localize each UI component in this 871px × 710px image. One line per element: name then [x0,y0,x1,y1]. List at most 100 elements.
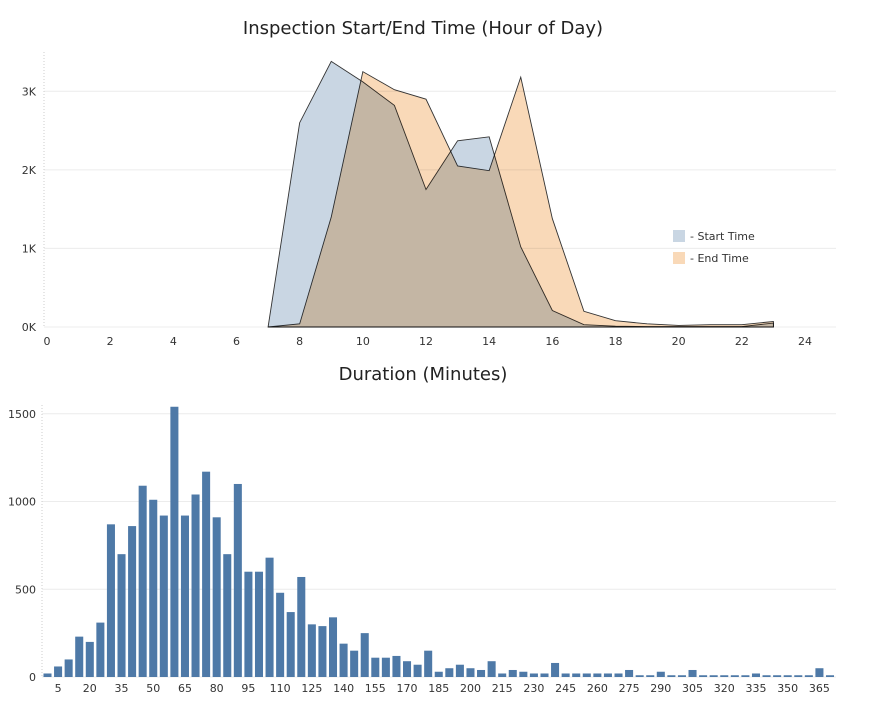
duration-bar [572,673,581,677]
duration-bar [487,661,496,677]
duration-bar [180,515,189,677]
duration-bar [794,675,803,677]
duration-bar [424,650,433,677]
duration-bar [730,675,739,677]
bottom-x-tick-label: 50 [146,682,160,695]
duration-bar [466,668,475,677]
duration-bar [117,554,126,677]
bottom-x-tick-label: 185 [428,682,449,695]
duration-bar [75,636,84,677]
duration-bar [191,494,200,677]
duration-bar [551,662,560,677]
bottom-x-tick-label: 5 [55,682,62,695]
duration-bar [635,675,644,677]
duration-bar [646,675,655,677]
duration-bar [350,650,359,677]
duration-bar [85,641,94,677]
duration-bar [667,675,676,677]
duration-bar [170,406,179,677]
bottom-chart-title: Duration (Minutes) [338,364,508,385]
top-x-tick-label: 20 [672,335,686,348]
bottom-x-tick-label: 125 [301,682,322,695]
legend-swatch [673,230,685,242]
bottom-y-tick-label: 0 [29,671,36,684]
duration-bar [318,626,327,677]
duration-bar [339,643,348,677]
bottom-x-tick-label: 215 [492,682,513,695]
legend-label: - Start Time [690,230,755,243]
top-x-tick-label: 24 [798,335,812,348]
duration-bar [709,675,718,677]
duration-bar [96,622,105,677]
duration-bar [64,659,73,677]
duration-bar [519,671,528,677]
duration-bar [138,485,147,677]
duration-bar [286,612,295,677]
legend-swatch [673,252,685,264]
duration-bar [254,571,264,677]
duration-bar [603,673,612,677]
bottom-x-tick-label: 200 [460,682,481,695]
duration-bar [561,673,570,677]
duration-bar [741,675,750,677]
bottom-x-tick-label: 290 [650,682,671,695]
duration-bar [202,471,211,677]
duration-bar [656,671,665,677]
end-time-area [268,70,774,328]
duration-bar [159,515,168,677]
duration-bar [677,675,686,677]
bottom-x-tick-label: 335 [745,682,766,695]
duration-bar [265,557,274,677]
top-x-tick-label: 12 [419,335,433,348]
duration-bar [762,675,771,677]
bottom-x-tick-label: 110 [270,682,291,695]
bottom-x-tick-label: 155 [365,682,386,695]
duration-bar [276,592,285,677]
duration-bar [445,668,454,677]
top-x-tick-label: 0 [44,335,51,348]
duration-bar [297,576,306,677]
bottom-x-tick-label: 95 [241,682,255,695]
duration-bar [371,657,380,677]
bottom-x-tick-label: 230 [523,682,544,695]
duration-bar [307,624,316,677]
duration-bar [43,673,52,677]
duration-bar [783,675,792,677]
duration-bar [149,499,158,677]
duration-bar [381,657,390,677]
top-x-tick-label: 18 [609,335,623,348]
top-chart-title: Inspection Start/End Time (Hour of Day) [242,18,604,39]
bottom-x-tick-label: 80 [210,682,224,695]
top-x-tick-label: 4 [170,335,177,348]
duration-bar [403,661,412,677]
duration-bar [498,673,507,677]
top-y-tick-label: 0K [22,321,37,334]
bottom-x-tick-label: 350 [777,682,798,695]
duration-bar [614,673,623,677]
duration-bar [751,673,760,677]
duration-bar [625,669,634,677]
bottom-x-tick-label: 320 [714,682,735,695]
duration-bar [688,669,697,677]
top-x-tick-label: 14 [482,335,496,348]
duration-bar [804,675,813,677]
duration-bar [582,673,591,677]
bottom-x-tick-label: 245 [555,682,576,695]
bottom-x-tick-label: 260 [587,682,608,695]
bottom-x-tick-label: 275 [619,682,640,695]
bottom-x-tick-label: 170 [397,682,418,695]
bottom-x-tick-label: 140 [333,682,354,695]
duration-bar [773,675,782,677]
duration-bar [54,666,63,677]
bottom-x-tick-label: 20 [83,682,97,695]
bottom-x-tick-label: 65 [178,682,192,695]
duration-bar [360,633,369,677]
duration-bar [529,673,538,677]
top-x-tick-label: 6 [233,335,240,348]
duration-bar [106,524,115,677]
bottom-x-tick-label: 305 [682,682,703,695]
top-y-tick-label: 3K [22,85,37,98]
bottom-x-tick-label: 35 [115,682,129,695]
duration-bar [508,669,517,677]
